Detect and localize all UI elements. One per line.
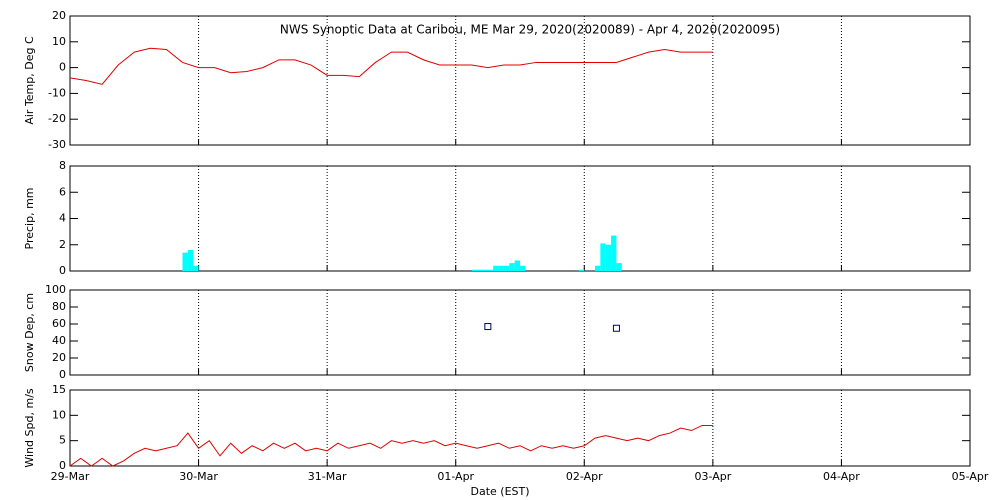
y-axis-label: Precip, mm (23, 188, 36, 250)
y-tick-label: -30 (48, 138, 66, 151)
y-axis-label: Snow Dep, cm (23, 293, 36, 372)
y-tick-label: 10 (52, 408, 66, 421)
bar (611, 235, 617, 271)
bar (193, 265, 199, 271)
y-tick-label: 0 (59, 459, 66, 472)
y-tick-label: 2 (59, 238, 66, 251)
y-tick-label: 15 (52, 383, 66, 396)
bar (578, 269, 585, 271)
x-tick-label: 02-Apr (566, 470, 603, 483)
bar (471, 269, 478, 271)
plot-frame (69, 289, 971, 376)
bar (600, 243, 606, 271)
y-tick-label: 5 (59, 434, 66, 447)
x-tick-label: 31-Mar (308, 470, 347, 483)
bar (482, 269, 488, 271)
bar (509, 263, 515, 271)
y-tick-label: 80 (52, 300, 66, 313)
y-tick-label: 4 (59, 212, 66, 225)
x-tick-label: 03-Apr (694, 470, 731, 483)
x-tick-label: 04-Apr (823, 470, 860, 483)
y-tick-label: 8 (59, 159, 66, 172)
data-line (69, 424, 713, 467)
bar (498, 265, 504, 271)
bar (477, 269, 483, 271)
x-tick-label: 05-Apr (952, 470, 989, 483)
y-tick-label: 10 (52, 35, 66, 48)
y-axis-label: Air Temp, Deg C (23, 36, 36, 125)
data-line (69, 47, 713, 85)
data-point (612, 324, 620, 332)
chart-title: NWS Synoptic Data at Caribou, ME Mar 29,… (280, 23, 780, 37)
x-tick-label: 01-Apr (437, 470, 474, 483)
bar (487, 269, 494, 271)
y-tick-label: 20 (52, 351, 66, 364)
data-point (484, 323, 492, 331)
bar (187, 250, 194, 271)
bar (520, 265, 526, 271)
bar (595, 265, 601, 271)
bar (514, 260, 520, 271)
y-tick-label: 20 (52, 9, 66, 22)
y-tick-label: 0 (59, 61, 66, 74)
y-tick-label: 0 (59, 264, 66, 277)
y-tick-label: 60 (52, 317, 66, 330)
bar (182, 252, 188, 271)
y-tick-label: 6 (59, 185, 66, 198)
x-tick-label: 30-Mar (179, 470, 218, 483)
y-tick-label: -10 (48, 86, 66, 99)
bar (616, 263, 622, 271)
y-tick-label: 40 (52, 334, 66, 347)
bar (503, 265, 510, 271)
bar (605, 244, 612, 271)
y-tick-label: -20 (48, 112, 66, 125)
x-tick-label: 29-Mar (51, 470, 90, 483)
bar (493, 265, 499, 271)
y-tick-label: 0 (59, 368, 66, 381)
plot-frame (69, 15, 971, 146)
plot-frame (69, 389, 971, 467)
x-axis-label: Date (EST) (470, 485, 529, 498)
y-axis-label: Wind Spd, m/s (23, 388, 36, 468)
y-tick-label: 100 (45, 283, 66, 296)
